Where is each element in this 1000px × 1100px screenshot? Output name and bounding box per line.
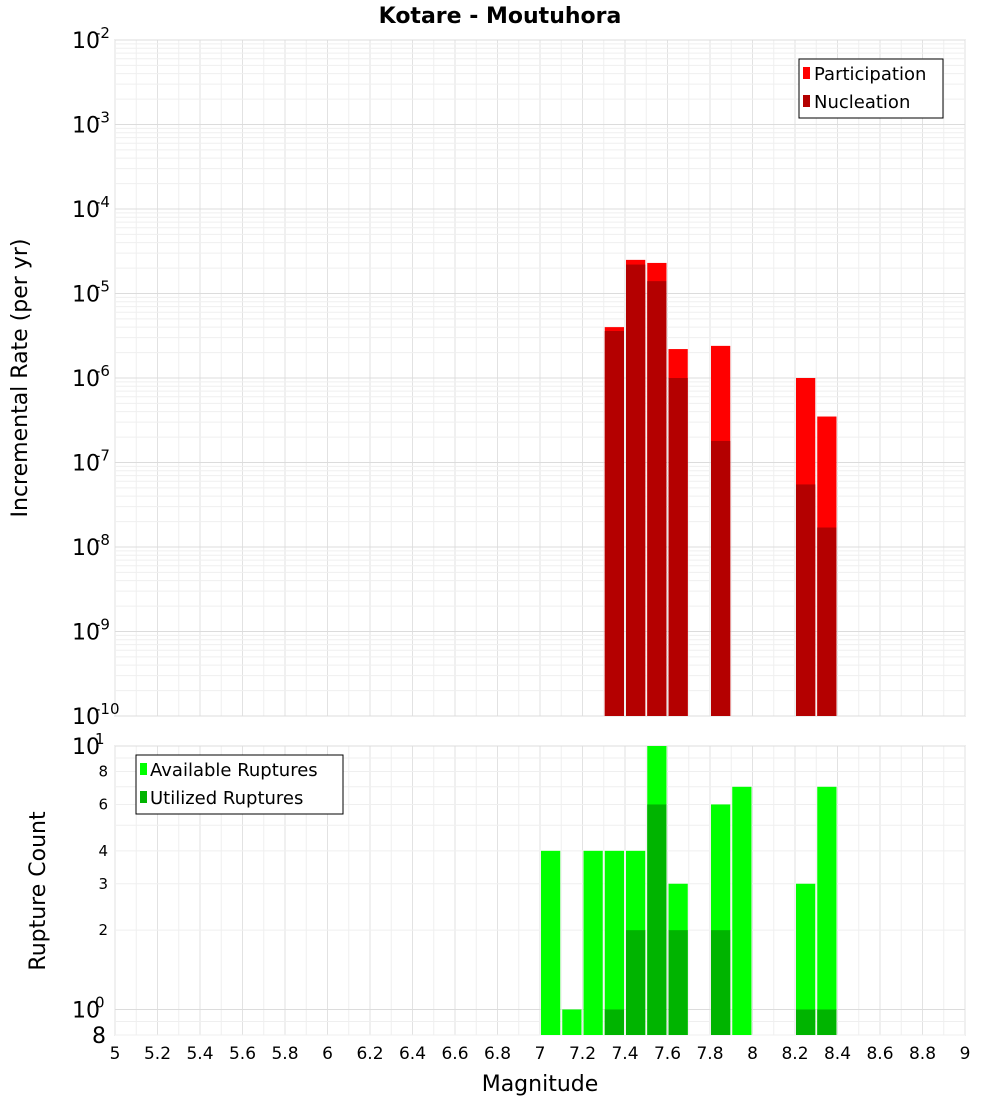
y-decade-label: 10-3 <box>72 109 110 139</box>
x-tick-label: 7 <box>535 1044 546 1064</box>
x-tick-label: 6 <box>322 1044 333 1064</box>
y-minor-label: 6 <box>98 795 108 813</box>
nucleation-bar-m7.65 <box>668 378 688 716</box>
y-minor-label: 4 <box>98 842 108 860</box>
count-legend-box <box>135 754 344 815</box>
x-tick-label: 7.8 <box>696 1044 723 1064</box>
available-legend-swatch <box>140 763 147 775</box>
utilized-ruptures-bar-m7.85 <box>711 930 731 1035</box>
count-y-ticks: 100 101 8 2 3 4 6 8 <box>72 730 108 1049</box>
count-bars <box>541 746 837 1035</box>
x-tick-label: 6.4 <box>399 1044 426 1064</box>
x-tick-labels: 5 5.2 5.4 5.6 5.8 6 6.2 6.4 6.6 6.8 7 7.2 7.4 7.6 7.8 8… <box>110 1044 971 1064</box>
y-decade-label: 10-7 <box>72 447 110 477</box>
utilized-ruptures-bar-m7.65 <box>668 930 688 1035</box>
nucleation-bar-m8.35 <box>817 527 837 716</box>
participation-legend-swatch <box>803 67 810 79</box>
available-ruptures-bar-m7.15 <box>562 1009 582 1035</box>
rate-legend: Participation Nucleation <box>798 58 944 119</box>
x-tick-label: 5.6 <box>229 1044 256 1064</box>
x-tick-label: 5.4 <box>186 1044 213 1064</box>
x-tick-label: 5.2 <box>144 1044 171 1064</box>
y-minor-label: 2 <box>98 921 108 939</box>
x-tick-label: 6.6 <box>441 1044 468 1064</box>
y-minor-label: 3 <box>98 875 108 893</box>
count-y-axis-title: Rupture Count <box>26 811 51 971</box>
x-tick-label: 8.8 <box>909 1044 936 1064</box>
x-tick-label: 7.6 <box>654 1044 681 1064</box>
x-tick-label: 7.2 <box>569 1044 596 1064</box>
participation-legend-label: Participation <box>814 64 926 85</box>
x-tick-label: 5 <box>110 1044 121 1064</box>
x-tick-label: 5.8 <box>271 1044 298 1064</box>
utilized-ruptures-bar-m8.35 <box>817 1009 837 1035</box>
available-ruptures-bar-m8.35 <box>817 786 837 1035</box>
x-tick-label: 7.4 <box>611 1044 638 1064</box>
y-decade-label: 100 <box>72 993 105 1023</box>
nucleation-bar-m7.85 <box>711 440 731 716</box>
x-axis-title: Magnitude <box>482 1072 599 1097</box>
rate-y-axis-title: Incremental Rate (per yr) <box>8 239 33 518</box>
x-tick-label: 8.6 <box>866 1044 893 1064</box>
y-decade-label: 10-5 <box>72 278 110 308</box>
y-decade-label: 10-6 <box>72 362 110 392</box>
nucleation-bar-m7.55 <box>647 281 667 716</box>
y-decade-label: 10-4 <box>72 193 110 223</box>
y-minor-label: 8 <box>92 1024 106 1049</box>
y-decade-label: 10-2 <box>72 24 110 54</box>
rate-legend-box <box>798 58 944 119</box>
x-tick-label: 6.8 <box>484 1044 511 1064</box>
nucleation-bar-m7.35 <box>604 330 624 716</box>
rate-grid <box>114 39 966 717</box>
available-legend-label: Available Ruptures <box>150 760 318 781</box>
utilized-ruptures-bar-m7.45 <box>626 930 646 1035</box>
utilized-legend-swatch <box>140 791 147 803</box>
y-decade-label: 10-8 <box>72 531 110 561</box>
nucleation-legend-swatch <box>803 95 810 107</box>
x-tick-label: 6.2 <box>356 1044 383 1064</box>
rate-bars <box>604 259 837 716</box>
nucleation-bar-m8.25 <box>796 484 816 716</box>
available-ruptures-bar-m7.95 <box>732 786 752 1035</box>
x-tick-label: 9 <box>960 1044 971 1064</box>
count-panel: 100 101 8 2 3 4 6 8 Rupture Count Available Rup… <box>26 730 966 1049</box>
utilized-ruptures-bar-m7.55 <box>647 804 667 1035</box>
y-decade-label: 10-10 <box>72 700 120 730</box>
chart-title: Kotare - Moutuhora <box>379 4 622 29</box>
x-tick-label: 8.2 <box>781 1044 808 1064</box>
utilized-legend-label: Utilized Ruptures <box>150 788 303 809</box>
utilized-ruptures-bar-m8.25 <box>796 1009 816 1035</box>
x-tick-label: 8.4 <box>824 1044 851 1064</box>
y-minor-label: 8 <box>98 763 108 781</box>
available-ruptures-bar-m7.25 <box>583 850 603 1035</box>
y-decade-label: 10-9 <box>72 616 110 646</box>
available-ruptures-bar-m8.25 <box>796 883 816 1035</box>
count-legend: Available Ruptures Utilized Ruptures <box>135 754 344 815</box>
rate-y-ticks: 10-10 10-9 10-8 10-7 10-6 10-5 10-4 10-3 10-2 <box>72 24 120 730</box>
nucleation-legend-label: Nucleation <box>814 92 910 113</box>
utilized-ruptures-bar-m7.35 <box>604 1009 624 1035</box>
y-decade-label: 101 <box>72 730 105 760</box>
x-tick-label: 8 <box>747 1044 758 1064</box>
nucleation-bar-m7.45 <box>626 264 646 716</box>
available-ruptures-bar-m7.05 <box>541 850 561 1035</box>
available-ruptures-bar-m7.35 <box>604 850 624 1035</box>
rate-panel: 10-10 10-9 10-8 10-7 10-6 10-5 10-4 10-3 10-2 In… <box>8 24 966 730</box>
